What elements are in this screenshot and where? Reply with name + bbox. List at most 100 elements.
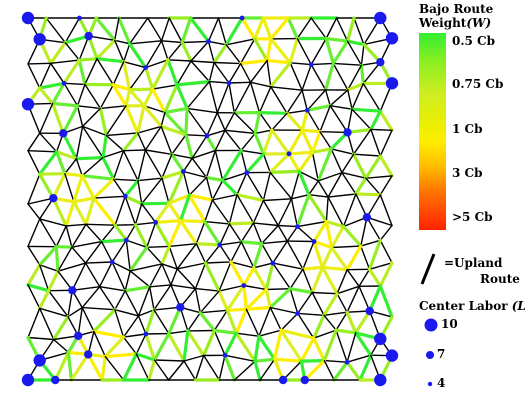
bajo-route-edge xyxy=(184,133,194,160)
upland-route-edge xyxy=(125,239,148,249)
bajo-route-edge xyxy=(69,352,90,382)
bajo-route-edge xyxy=(330,224,346,250)
bajo-route-edge xyxy=(133,223,149,249)
upland-route-edge xyxy=(53,338,70,354)
bajo-route-edge xyxy=(84,196,96,226)
bajo-route-edge xyxy=(322,328,338,363)
bajo-route-edge xyxy=(167,332,186,363)
bajo-route-edge xyxy=(264,261,275,292)
bajo-route-edge xyxy=(66,350,74,382)
bajo-route-edge xyxy=(142,87,155,108)
upland-route-edge xyxy=(261,224,279,245)
upland-route-edge xyxy=(168,242,198,248)
bajo-route-edge xyxy=(151,87,167,115)
upland-route-edge xyxy=(252,222,279,227)
upland-route-edge xyxy=(352,153,381,157)
bajo-route-edge xyxy=(253,334,261,363)
bajo-route-edge xyxy=(121,131,140,153)
upland-route-edge xyxy=(219,223,231,246)
upland-route-edge xyxy=(124,290,140,317)
bajo-route-edge xyxy=(167,169,185,205)
bajo-route-edge xyxy=(257,110,289,115)
center-node xyxy=(143,331,149,337)
upland-route-edge xyxy=(297,291,313,315)
bajo-route-edge xyxy=(103,352,138,359)
bajo-route-edge xyxy=(61,104,80,135)
upland-route-edge xyxy=(302,268,313,294)
upland-route-edge xyxy=(191,157,208,179)
upland-route-edge xyxy=(289,62,303,91)
upland-route-edge xyxy=(81,286,101,309)
upland-route-edge xyxy=(308,193,329,198)
upland-route-edge xyxy=(296,225,315,243)
upland-route-edge xyxy=(216,82,230,114)
bajo-route-edge xyxy=(244,305,272,311)
labor-size-7-label: 7 xyxy=(437,347,446,361)
bajo-route-edge xyxy=(245,152,266,175)
upland-route-edge xyxy=(323,311,348,316)
upland-route-edge xyxy=(39,102,54,134)
bajo-route-edge xyxy=(212,43,228,65)
bajo-route-edge xyxy=(378,261,394,288)
bajo-route-edge xyxy=(378,109,394,132)
upland-route-edge xyxy=(190,60,215,64)
bajo-route-edge xyxy=(354,331,373,357)
upland-route-edge xyxy=(336,293,348,313)
upland-route-edge xyxy=(168,245,178,270)
upland-route-edge xyxy=(153,359,185,362)
upland-route-edge xyxy=(65,223,87,227)
upland-route-edge xyxy=(176,60,192,86)
upland-route-edge xyxy=(112,178,139,182)
upland-route-edge xyxy=(252,199,265,224)
bajo-route-edge xyxy=(331,39,350,66)
upland-route-edge xyxy=(50,59,81,64)
center-node xyxy=(181,169,186,174)
bajo-route-edge xyxy=(92,177,116,200)
bajo-route-edge xyxy=(98,106,108,137)
bajo-route-edge xyxy=(46,269,60,293)
bajo-route-edge xyxy=(124,88,132,108)
upland-route-edge xyxy=(301,89,308,112)
upland-route-edge xyxy=(218,261,232,292)
upland-route-edge xyxy=(252,222,263,245)
upland-route-edge xyxy=(225,38,256,46)
upland-route-edge xyxy=(153,284,172,311)
upland-route-edge xyxy=(137,179,143,205)
upland-route-edge xyxy=(171,134,187,156)
bajo-route-edge xyxy=(312,219,328,244)
bajo-route-edge xyxy=(136,104,146,135)
bajo-route-edge xyxy=(312,313,326,340)
upland-route-edge xyxy=(269,306,299,315)
upland-route-edge xyxy=(362,82,381,112)
upland-route-edge xyxy=(262,198,293,202)
upland-route-edge xyxy=(236,193,255,224)
upland-route-edge xyxy=(27,284,41,309)
upland-route-edge xyxy=(98,261,113,288)
upland-route-edge xyxy=(346,285,360,313)
bajo-route-edge xyxy=(179,193,191,223)
upland-route-edge xyxy=(85,223,103,243)
upland-route-edge xyxy=(27,203,41,220)
upland-route-edge xyxy=(329,104,353,110)
bajo-route-edge xyxy=(369,109,382,131)
bajo-route-edge xyxy=(117,16,132,46)
upland-route-edge xyxy=(114,223,137,226)
upland-route-edge xyxy=(27,245,41,266)
upland-route-edge xyxy=(144,40,163,69)
center-node xyxy=(59,129,68,138)
upland-route-edge xyxy=(84,240,103,264)
bajo-route-edge xyxy=(346,81,365,92)
upland-route-edge xyxy=(191,135,208,160)
upland-route-edge xyxy=(319,104,331,133)
upland-route-edge xyxy=(261,242,274,264)
upland-route-edge xyxy=(105,105,127,137)
upland-route-edge xyxy=(208,61,215,83)
upland-route-edge xyxy=(137,286,151,317)
bajo-route-edge xyxy=(38,245,58,267)
center-node xyxy=(374,11,387,25)
bajo-route-edge xyxy=(122,60,132,92)
upland-route-edge xyxy=(319,130,349,134)
upland-route-edge xyxy=(39,307,69,318)
bajo-route-edge xyxy=(225,283,246,312)
upland-route-edge xyxy=(161,153,173,179)
